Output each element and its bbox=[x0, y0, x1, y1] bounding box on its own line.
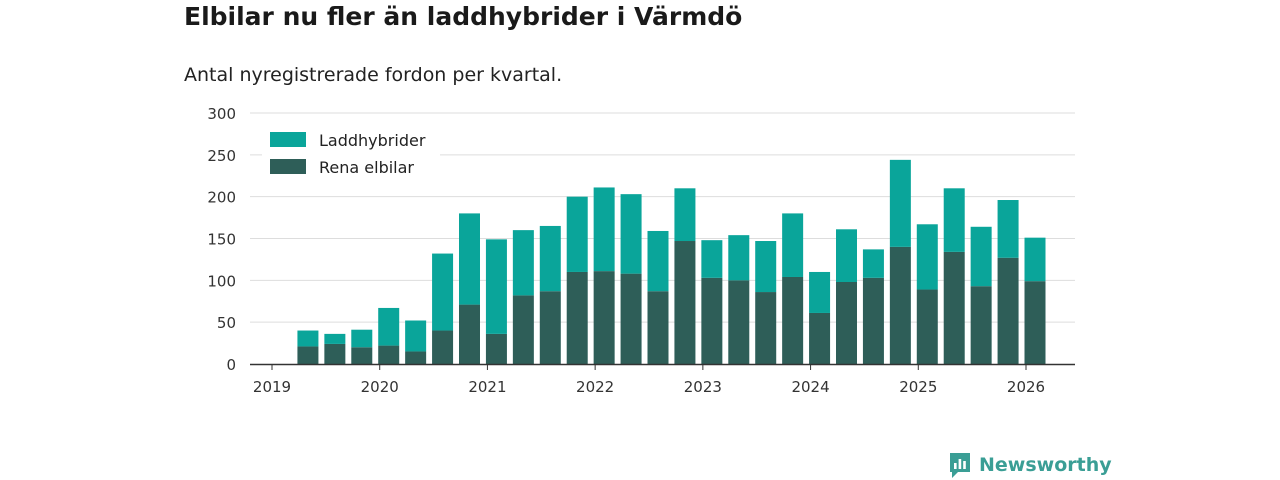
bar-laddhybrider bbox=[566, 196, 588, 272]
bar-rena-elbilar bbox=[405, 351, 427, 364]
chart-title: Elbilar nu fler än laddhybrider i Värmdö bbox=[184, 2, 743, 31]
x-tick-label: 2023 bbox=[684, 378, 722, 396]
bar-rena-elbilar bbox=[970, 286, 992, 364]
x-tick-label: 2024 bbox=[791, 378, 829, 396]
bar-laddhybrider bbox=[916, 224, 938, 290]
bar-rena-elbilar bbox=[701, 277, 723, 364]
bar-laddhybrider bbox=[836, 229, 857, 283]
bar-laddhybrider bbox=[1024, 237, 1046, 282]
bar-rena-elbilar bbox=[836, 282, 857, 364]
bar-rena-elbilar bbox=[997, 257, 1019, 364]
bar-laddhybrider bbox=[459, 213, 480, 305]
bar-laddhybrider bbox=[862, 249, 884, 278]
bar-rena-elbilar bbox=[324, 343, 346, 364]
x-tick-label: 2025 bbox=[899, 378, 937, 396]
y-tick-label: 50 bbox=[217, 314, 236, 332]
bar-laddhybrider bbox=[485, 239, 507, 334]
legend-swatch bbox=[270, 132, 306, 147]
bar-rena-elbilar bbox=[728, 280, 750, 364]
bar-laddhybrider bbox=[593, 187, 615, 272]
bar-rena-elbilar bbox=[432, 330, 454, 364]
bar-laddhybrider bbox=[701, 240, 723, 278]
newsworthy-logo-icon bbox=[950, 453, 970, 478]
bar-rena-elbilar bbox=[593, 271, 615, 364]
bar-rena-elbilar bbox=[755, 292, 777, 364]
bar-rena-elbilar bbox=[809, 312, 831, 364]
y-tick-label: 200 bbox=[207, 189, 236, 207]
bar-rena-elbilar bbox=[782, 276, 804, 364]
chart-subtitle: Antal nyregistrerade fordon per kvartal. bbox=[184, 64, 563, 86]
bar-rena-elbilar bbox=[862, 277, 884, 364]
bar-laddhybrider bbox=[970, 226, 992, 287]
bar-rena-elbilar bbox=[889, 246, 911, 364]
bar-rena-elbilar bbox=[378, 345, 400, 364]
y-tick-label: 0 bbox=[226, 356, 236, 374]
bar-laddhybrider bbox=[782, 213, 804, 277]
bar-laddhybrider bbox=[809, 271, 831, 313]
bar-rena-elbilar bbox=[916, 289, 938, 364]
y-tick-label: 250 bbox=[207, 147, 236, 165]
bar-laddhybrider bbox=[943, 188, 965, 252]
bar-rena-elbilar bbox=[485, 333, 507, 364]
newsworthy-logo: Newsworthy bbox=[948, 451, 1112, 479]
y-tick-label: 100 bbox=[207, 272, 236, 290]
x-tick-label: 2021 bbox=[468, 378, 506, 396]
bar-laddhybrider bbox=[997, 200, 1019, 258]
bar-laddhybrider bbox=[297, 330, 319, 347]
y-tick-label: 300 bbox=[207, 105, 236, 123]
legend-label: Rena elbilar bbox=[319, 158, 414, 177]
legend-swatch bbox=[270, 159, 306, 174]
bar-rena-elbilar bbox=[459, 304, 480, 364]
bar-laddhybrider bbox=[432, 253, 454, 331]
bar-rena-elbilar bbox=[512, 295, 534, 364]
x-tick-label: 2022 bbox=[576, 378, 614, 396]
bar-rena-elbilar bbox=[297, 346, 319, 364]
bar-laddhybrider bbox=[674, 188, 696, 242]
bar-rena-elbilar bbox=[566, 271, 588, 364]
bar-rena-elbilar bbox=[351, 347, 373, 364]
bar-laddhybrider bbox=[647, 230, 669, 292]
bar-laddhybrider bbox=[324, 333, 346, 344]
x-tick-label: 2019 bbox=[253, 378, 291, 396]
bar-laddhybrider bbox=[889, 159, 911, 247]
bar-laddhybrider bbox=[755, 241, 777, 293]
bar-laddhybrider bbox=[539, 225, 561, 292]
bar-rena-elbilar bbox=[539, 291, 561, 364]
brand-name: Newsworthy bbox=[979, 454, 1112, 476]
bar-rena-elbilar bbox=[674, 241, 696, 364]
y-tick-label: 150 bbox=[207, 231, 236, 249]
bar-laddhybrider bbox=[351, 329, 373, 348]
bar-rena-elbilar bbox=[620, 273, 642, 364]
legend-label: Laddhybrider bbox=[319, 131, 426, 150]
bar-laddhybrider bbox=[405, 320, 427, 352]
bar-laddhybrider bbox=[378, 307, 400, 346]
bar-rena-elbilar bbox=[647, 291, 669, 364]
bar-rena-elbilar bbox=[943, 251, 965, 364]
x-tick-label: 2020 bbox=[361, 378, 399, 396]
bar-laddhybrider bbox=[620, 194, 642, 274]
bar-rena-elbilar bbox=[1024, 281, 1046, 364]
bar-laddhybrider bbox=[728, 235, 750, 281]
bar-laddhybrider bbox=[512, 230, 534, 296]
x-tick-label: 2026 bbox=[1007, 378, 1045, 396]
